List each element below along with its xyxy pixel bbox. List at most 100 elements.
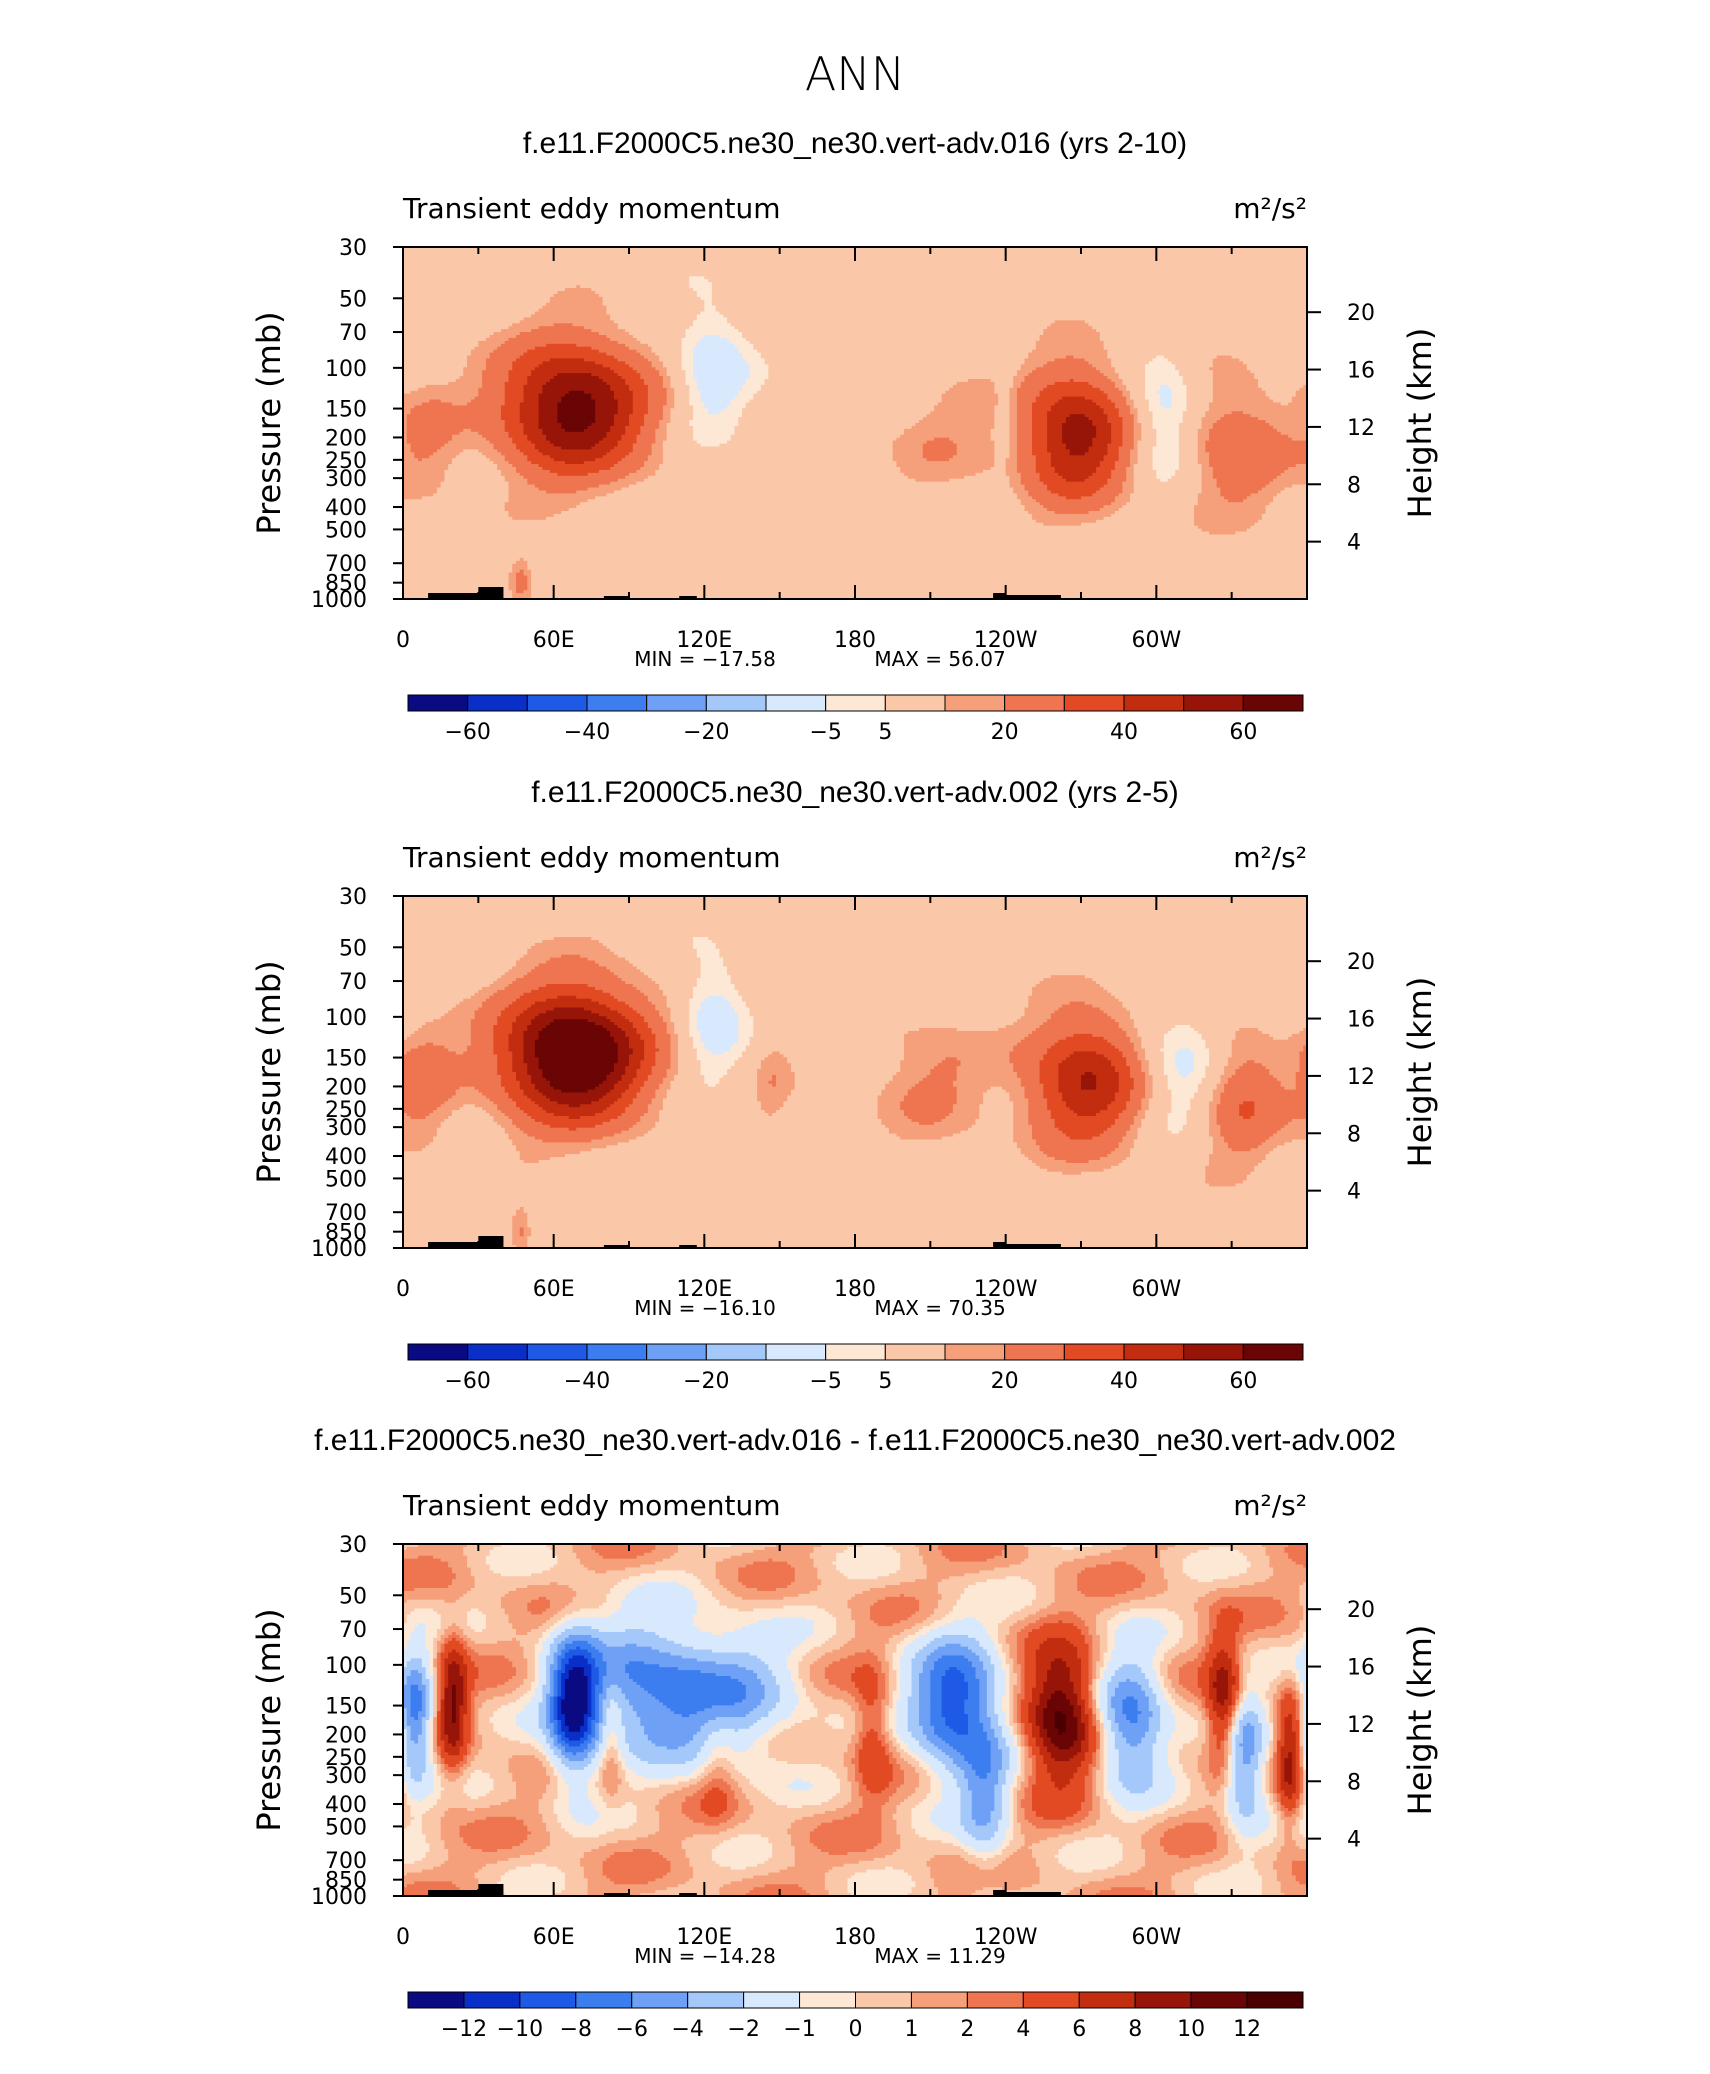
contour-cell	[403, 1634, 412, 1639]
contour-cell	[538, 326, 585, 330]
contour-cell	[723, 1074, 758, 1079]
contour-cell	[534, 443, 555, 448]
contour-cell	[1284, 1546, 1308, 1551]
contour-cell	[1133, 478, 1161, 483]
contour-cell	[500, 452, 525, 456]
contour-cell	[595, 1549, 653, 1554]
contour-cell	[1171, 1661, 1188, 1665]
contour-cell	[1133, 1025, 1176, 1029]
contour-cell	[817, 1605, 849, 1610]
contour-cell	[440, 1623, 453, 1627]
contour-cell	[723, 408, 743, 412]
contour-cell	[1058, 1564, 1097, 1569]
contour-cell	[719, 951, 1308, 956]
contour-cell	[798, 1593, 856, 1598]
contour-cell	[1126, 1561, 1161, 1566]
contour-cell	[794, 1086, 886, 1091]
contour-cell	[1043, 1640, 1071, 1645]
contour-cell	[1265, 1579, 1308, 1583]
contour-cell	[534, 1136, 604, 1141]
contour-cell	[403, 1588, 415, 1592]
contour-cell	[1092, 1643, 1101, 1648]
contour-cell	[613, 423, 630, 427]
contour-cell	[629, 414, 645, 418]
contour-cell	[1197, 1599, 1218, 1604]
contour-cell	[542, 431, 607, 436]
contour-cell	[636, 986, 660, 991]
contour-cell	[403, 1192, 1308, 1196]
contour-cell	[621, 1130, 649, 1135]
contour-cell	[632, 393, 649, 398]
contour-cell	[1205, 1066, 1225, 1070]
contour-cell	[523, 393, 540, 398]
contour-cell	[403, 1602, 502, 1607]
contour-cell	[1186, 390, 1214, 395]
contour-cell	[1239, 1608, 1285, 1613]
contour-cell	[610, 1007, 634, 1011]
contour-cell	[542, 1121, 604, 1126]
x-tick-label: 120E	[676, 1277, 732, 1302]
contour-cell	[1099, 1646, 1108, 1651]
contour-cell	[1039, 1608, 1105, 1613]
contour-cell	[1096, 467, 1116, 471]
contour-cell	[1020, 1039, 1059, 1044]
contour-cell	[775, 1110, 879, 1114]
contour-cell	[1016, 437, 1033, 442]
contour-cell	[1032, 1629, 1082, 1633]
contour-cell	[644, 381, 664, 386]
contour-cell	[493, 1045, 510, 1050]
contour-cell	[745, 1585, 788, 1589]
contour-cell	[512, 364, 540, 368]
contour-cell	[742, 387, 762, 392]
contour-cell	[602, 437, 623, 442]
contour-cell	[403, 981, 494, 985]
contour-cell	[621, 978, 653, 982]
contour-cell	[1182, 1074, 1188, 1079]
contour-cell	[403, 578, 510, 582]
contour-cell	[403, 931, 1308, 935]
contour-cell	[549, 1022, 596, 1026]
contour-cell	[1065, 1057, 1108, 1061]
contour-cell	[455, 1092, 483, 1097]
contour-cell	[839, 1570, 898, 1574]
contour-cell	[1197, 461, 1210, 465]
contour-cell	[666, 399, 675, 404]
contour-cell	[478, 1608, 506, 1613]
contour-cell	[1216, 1655, 1229, 1659]
contour-cell	[1050, 1664, 1067, 1668]
contour-cell	[500, 1544, 547, 1548]
contour-cell	[753, 1030, 909, 1035]
contour-cell	[685, 373, 694, 377]
contour-cell	[1220, 487, 1263, 492]
contour-cell	[1186, 408, 1210, 412]
contour-cell	[1069, 452, 1086, 456]
contour-cell	[677, 1069, 702, 1073]
contour-cell	[429, 1649, 434, 1654]
contour-cell	[832, 1561, 901, 1566]
contour-cell	[693, 405, 705, 409]
contour-cell	[843, 1573, 890, 1577]
contour-cell	[742, 1051, 773, 1055]
contour-cell	[538, 425, 562, 430]
contour-cell	[1303, 1564, 1308, 1569]
contour-cell	[436, 1646, 442, 1651]
contour-cell	[1118, 455, 1131, 459]
contour-cell	[403, 393, 479, 398]
contour-cell	[1114, 464, 1131, 468]
contour-cell	[711, 291, 1308, 295]
contour-cell	[979, 1113, 1014, 1117]
contour-cell	[696, 948, 720, 953]
contour-cell	[983, 1664, 995, 1668]
contour-cell	[527, 563, 1308, 568]
contour-cell	[542, 1646, 551, 1651]
contour-cell	[497, 1054, 513, 1058]
contour-cell	[768, 370, 1018, 374]
contour-cell	[516, 1145, 607, 1149]
contour-cell	[677, 1072, 702, 1076]
contour-cell	[527, 478, 619, 483]
contour-cell	[613, 370, 638, 374]
contour-cell	[516, 1629, 532, 1633]
contour-cell	[1069, 414, 1086, 418]
contour-cell	[1047, 437, 1063, 442]
contour-cell	[1216, 1121, 1289, 1126]
